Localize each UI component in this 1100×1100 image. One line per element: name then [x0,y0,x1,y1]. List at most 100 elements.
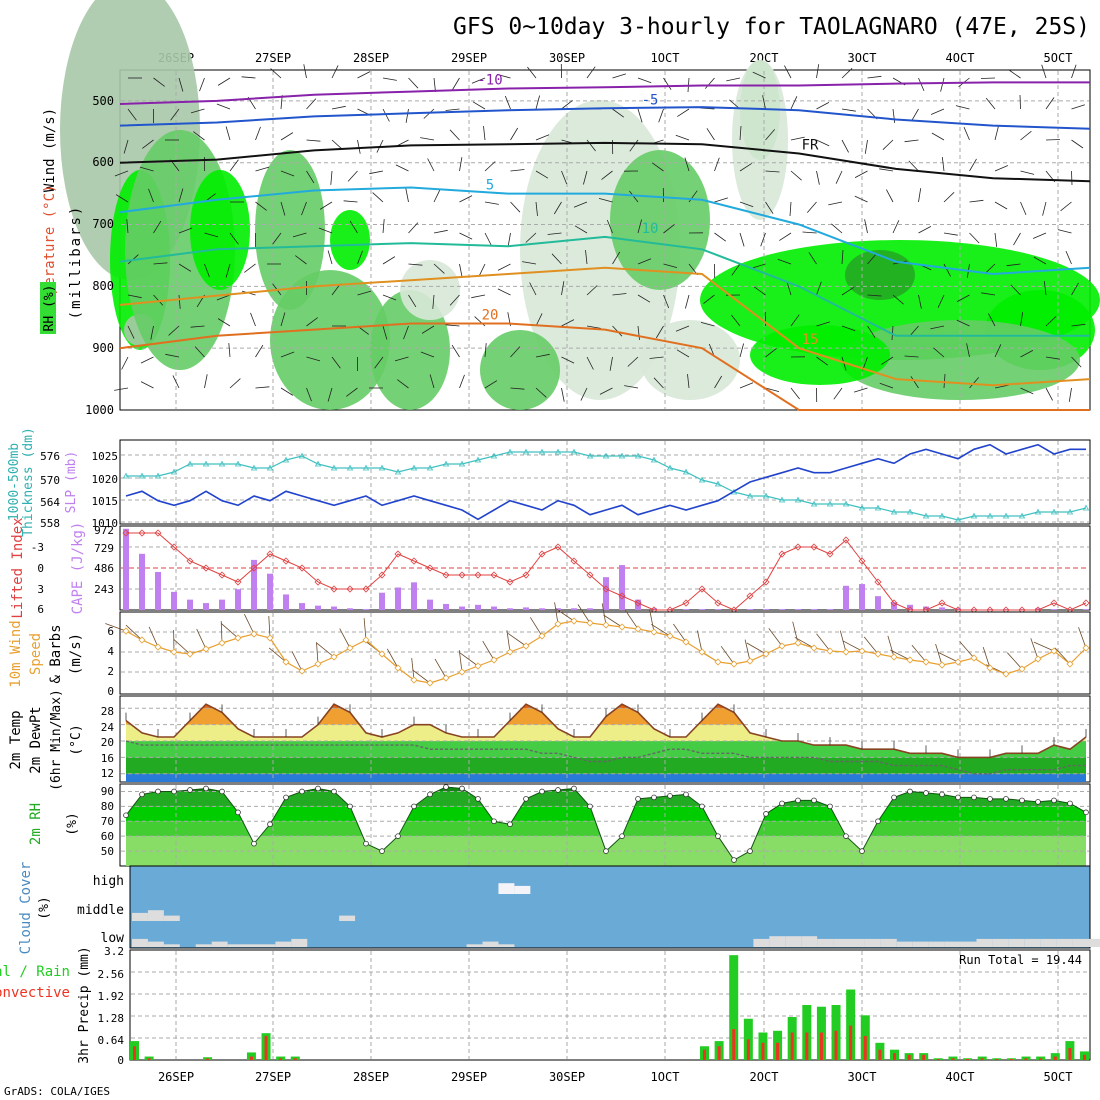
lifted-index-point [458,571,466,579]
lifted-index-point [554,543,562,551]
upper-wind-barb [714,232,727,242]
thickness-point [474,456,482,463]
upper-wind-barb [714,197,729,203]
wind-axis-label: Wind (m/s) [42,108,58,192]
upper-wind-barb [478,263,486,277]
upper-wind-barb [484,161,496,172]
precip-convective-bar [907,1054,911,1060]
isotherm-line [119,186,1091,276]
upper-wind-barb [318,227,333,234]
rh-blob [190,170,250,290]
upper-wind-barb [394,356,409,362]
wind10m-point [778,642,786,650]
rh-point [139,791,145,798]
lifted-index-point [682,599,690,607]
wind10m-point [506,648,514,656]
upper-wind-barb [980,77,996,79]
upper-wind-barb [629,190,639,203]
temp-tick: 20 [101,736,114,749]
wind10m-barb [890,649,911,661]
upper-wind-barb [139,166,154,172]
wind10m-point [474,662,482,670]
wind10m-barb [746,642,767,655]
temp-tick: 28 [101,705,114,718]
wind10m-barb [506,630,511,653]
cloud-low-bar [912,941,929,947]
precip-convective-bar [703,1049,706,1060]
bottom-date-label: 2OCT [750,1070,779,1084]
wind10m-barb [603,614,623,628]
rh-point [955,794,961,801]
cape-bar [395,587,401,610]
cloud-low-bar [1072,938,1088,947]
upper-wind-barb [892,108,896,123]
cape-bar [123,528,129,610]
precip-bars [130,955,1089,1060]
rh-point [1051,797,1057,804]
upper-wind-barb [637,108,643,123]
lifted-index-point [410,557,418,565]
upper-wind-barb [433,77,436,92]
rh-point [123,812,129,819]
upper-wind-barb [606,219,613,234]
upper-wind-barb [331,65,339,79]
wind10m-point [138,636,146,644]
upper-wind-barb [1019,94,1021,110]
upper-wind-barb [956,319,970,327]
upper-wind-barb [765,348,777,358]
wind10m-point [730,660,738,668]
upper-wind-barb [228,343,231,358]
lifted-index-point [698,585,706,593]
wind10m-barb [268,647,287,663]
wind10m-barb [938,652,959,663]
upper-wind-barb [150,325,154,340]
pressure-tick: 900 [92,341,114,355]
precip-convective-bar [279,1058,283,1060]
thickness-tick: 558 [40,517,60,530]
cape-bar [379,592,385,610]
cape-bar [411,582,417,610]
upper-wind-barb [217,318,231,327]
wind10m-point [314,660,322,668]
upper-wind-barb [306,170,315,184]
upper-wind-barb [178,188,184,203]
upper-wind-barb [655,325,664,339]
upper-wind-barb [1006,263,1021,267]
precip-convective-bar [849,1025,853,1060]
upper-wind-barb [204,232,219,238]
thickness-point [778,496,786,503]
upper-wind-barb [688,190,698,203]
upper-wind-barb [1008,69,1021,79]
upper-wind-barb [295,255,307,265]
wind10m-barb [459,652,479,667]
upper-wind-barb [911,108,919,122]
wind10m-barb [363,618,367,641]
upper-wind-barb [612,73,627,79]
thickness-axis-label-top: 1000-500mb [7,443,22,521]
cape-bar [427,599,433,610]
upper-wind-barb [382,77,397,81]
isotherm-line [119,266,1091,387]
upper-wind-barb [229,378,241,389]
upper-wind-barb [685,294,690,309]
upper-wind-barb [433,189,441,203]
upper-wind-barb [561,387,565,402]
upper-wind-barb [612,108,625,118]
bottom-date-label: 30SEP [549,1070,585,1084]
wind10m-point [170,648,178,656]
wind10m-barb [911,644,927,663]
wind10m-barb [105,623,127,632]
lifted-index-point [186,557,194,565]
lifted-index-point [298,564,306,572]
precip-convective-bar [819,1032,823,1060]
wind10m-point [634,625,642,633]
wind10m-barb [649,610,655,633]
upper-wind-barb [816,321,831,327]
lifted-index-point [826,550,834,558]
isotherm-line [119,106,1091,130]
wind10m-point [906,656,914,664]
upper-wind-barb [765,129,776,141]
upper-wind-barb [433,229,448,234]
cloud-middle-bar [339,915,356,921]
rh-blob [270,270,390,410]
